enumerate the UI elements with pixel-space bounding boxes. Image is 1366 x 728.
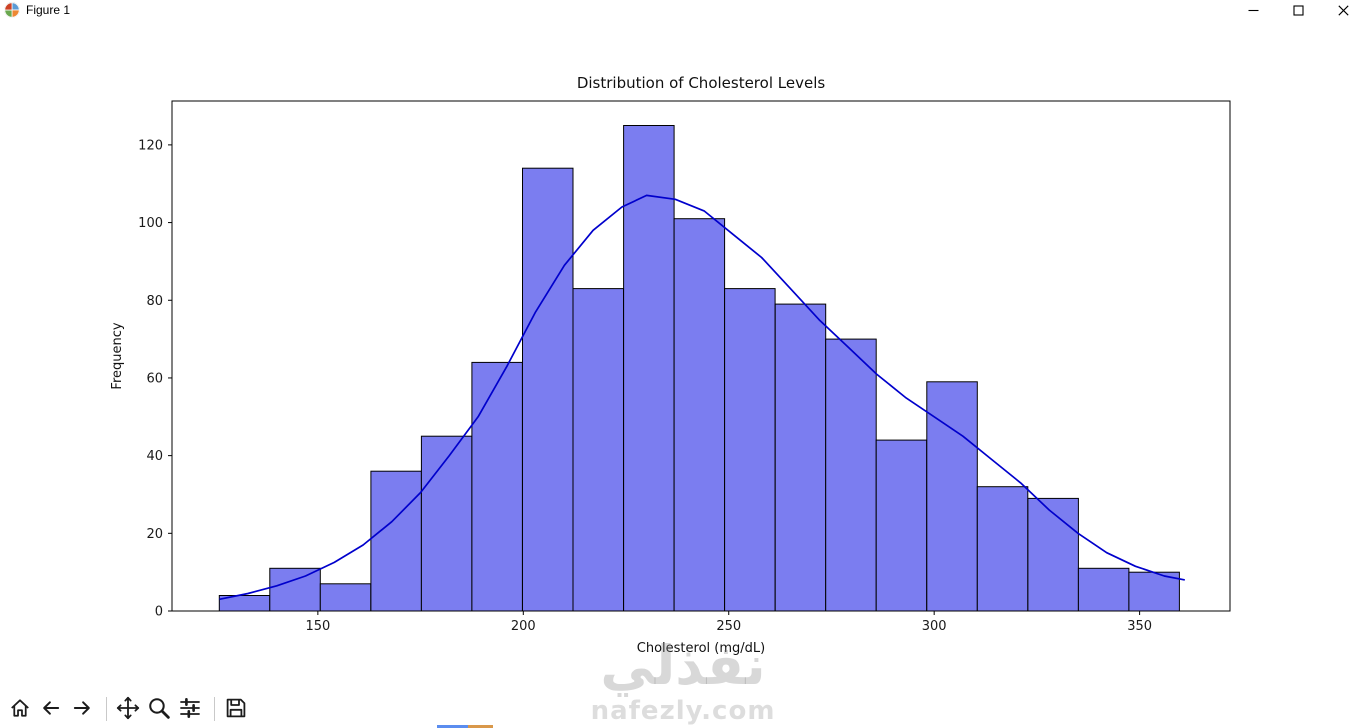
save-floppy-icon (224, 696, 248, 723)
hist-bar (724, 288, 776, 612)
window-controls (1231, 0, 1366, 20)
magnifier-icon (147, 696, 171, 723)
y-tick-label: 60 (146, 371, 163, 386)
hist-bar (370, 470, 422, 612)
y-tick-label: 20 (146, 527, 163, 542)
hist-bar (875, 439, 928, 612)
minimize-button[interactable] (1231, 0, 1276, 20)
matplotlib-toolbar (0, 690, 1366, 728)
y-tick-label: 80 (146, 294, 163, 309)
forward-button[interactable] (68, 695, 96, 723)
x-tick-label: 200 (511, 619, 536, 634)
y-axis-ticks: 0 20 40 60 80 100 120 (138, 138, 172, 620)
cholesterol-histogram-chart: 150 200 250 300 350 0 20 40 60 80 100 120 Distributi… (110, 74, 1231, 656)
y-axis-label: Frequency (110, 322, 125, 389)
x-tick-label: 300 (922, 619, 947, 634)
taskbar-peek (437, 725, 493, 728)
hist-bar (471, 361, 523, 612)
home-button[interactable] (6, 695, 34, 723)
toolbar-separator (106, 697, 107, 721)
save-button[interactable] (222, 695, 250, 723)
y-tick-label: 0 (155, 605, 163, 620)
back-button[interactable] (37, 695, 65, 723)
back-arrow-icon (40, 697, 62, 722)
subplots-button[interactable] (176, 695, 204, 723)
window-title: Figure 1 (26, 3, 71, 17)
home-icon (9, 697, 31, 722)
hist-bar (1128, 571, 1180, 612)
hist-bar (774, 303, 827, 612)
hist-bar (1077, 567, 1130, 612)
x-tick-label: 350 (1127, 619, 1152, 634)
matplotlib-logo-icon (4, 2, 20, 18)
kde-curve (219, 194, 1185, 601)
hist-bar (825, 338, 877, 612)
hist-bar (976, 486, 1029, 612)
x-axis-ticks: 150 200 250 300 350 (305, 611, 1152, 634)
window-titlebar[interactable]: Figure 1 (0, 0, 1366, 20)
figure-canvas[interactable]: 150 200 250 300 350 0 20 40 60 80 100 120 Distributi… (0, 20, 1366, 690)
close-button[interactable] (1321, 0, 1366, 20)
zoom-button[interactable] (145, 695, 173, 723)
hist-bar (1027, 497, 1079, 612)
maximize-button[interactable] (1276, 0, 1321, 20)
chart-title: Distribution of Cholesterol Levels (577, 74, 826, 92)
toolbar-separator (214, 697, 215, 721)
forward-arrow-icon (71, 697, 93, 722)
hist-bar (673, 218, 726, 612)
y-tick-label: 120 (138, 138, 163, 153)
y-tick-label: 40 (146, 449, 163, 464)
axes-frame (171, 100, 1231, 612)
pan-move-icon (116, 696, 140, 723)
hist-bar (572, 288, 624, 612)
y-tick-label: 100 (138, 216, 163, 231)
x-tick-label: 250 (716, 619, 741, 634)
hist-bar (269, 567, 321, 612)
hist-bar (420, 435, 473, 612)
x-axis-label: Cholesterol (mg/dL) (637, 641, 765, 656)
histogram-bars (218, 125, 1180, 612)
pan-button[interactable] (114, 695, 142, 723)
hist-bar (319, 583, 372, 612)
hist-bar (522, 167, 574, 612)
x-tick-label: 150 (305, 619, 330, 634)
sliders-icon (178, 696, 202, 723)
